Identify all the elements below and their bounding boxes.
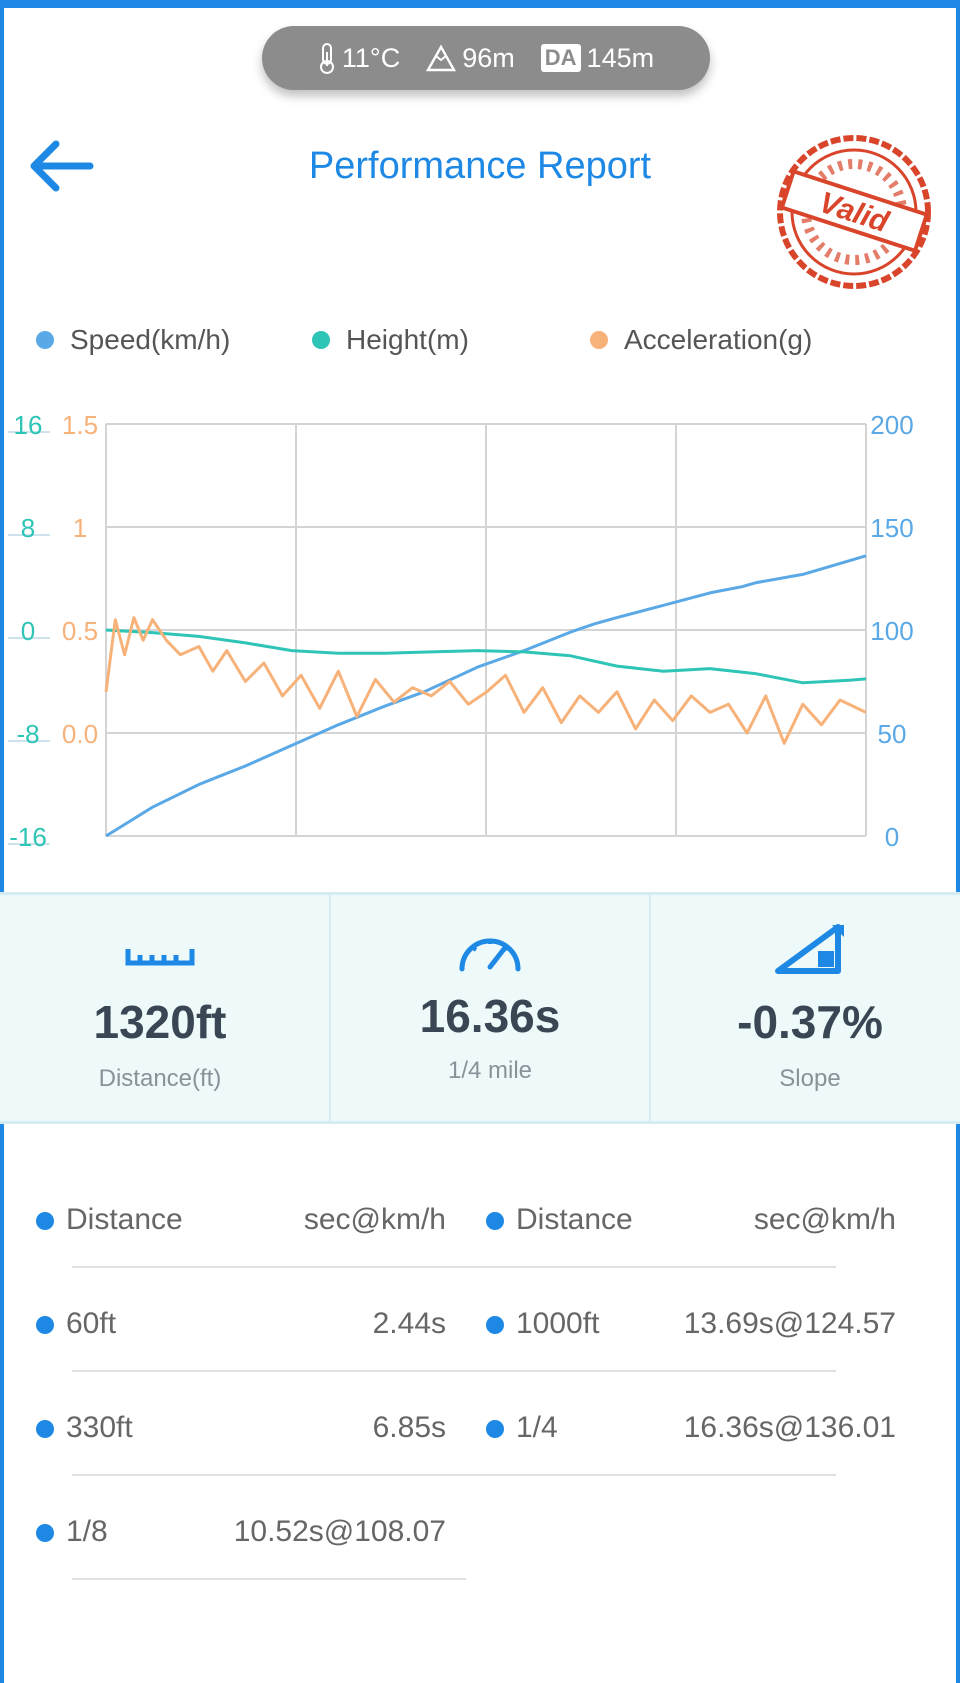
bullet-dot (36, 1524, 54, 1542)
stat-value: 1320ft (93, 996, 227, 1048)
height-tick-label: 0 (21, 616, 35, 646)
chart-axes: 16 8 0 -8 -16 1.5 1 0.5 0.0 200 150 100 50 0 (9, 410, 913, 850)
splits-header-row: Distance sec@km/h Distance sec@km/h (0, 1170, 960, 1274)
bullet-dot (486, 1420, 504, 1438)
splits-header-right: Distance sec@km/h (486, 1170, 896, 1274)
legend-label: Speed(km/h) (70, 324, 231, 355)
legend-item-acceleration: Acceleration(g) (590, 318, 812, 362)
right-edge (956, 0, 960, 1683)
stat-label: Slope (779, 1065, 841, 1092)
mountain-icon (426, 44, 457, 72)
table-row: 330ft 6.85s 1/4 16.36s@136.01 (0, 1378, 960, 1482)
header-value: sec@km/h (303, 1203, 446, 1236)
table-row: 60ft 2.44s 1000ft 13.69s@124.57 (0, 1274, 960, 1378)
split-cell-right: 1000ft 13.69s@124.57 (486, 1274, 896, 1378)
speed-tick-label: 100 (870, 616, 913, 646)
density-altitude-value: 145m (586, 42, 655, 73)
split-value: 10.52s@108.07 (233, 1515, 446, 1548)
chart-legend: Speed(km/h) Height(m) Acceleration(g) (0, 318, 960, 362)
stat-slope: -0.37% Slope (650, 895, 960, 1121)
split-distance: 330ft (66, 1411, 133, 1444)
split-value: 16.36s@136.01 (683, 1411, 896, 1444)
stat-label: 1/4 mile (447, 1057, 533, 1084)
split-distance: 1/8 (66, 1515, 108, 1548)
legend-label: Height(m) (346, 324, 469, 355)
table-row: 1/8 10.52s@108.07 (0, 1482, 960, 1586)
thermometer-icon (319, 43, 334, 74)
split-cell-right: 1/4 16.36s@136.01 (486, 1378, 896, 1482)
top-accent-bar (0, 0, 960, 8)
header-distance: Distance (66, 1203, 183, 1236)
altitude-item: 96m (426, 43, 515, 74)
height-tick-label: -16 (9, 822, 47, 850)
slope-icon (775, 924, 844, 974)
height-tick-label: -8 (16, 719, 39, 749)
split-distance: 60ft (66, 1307, 117, 1340)
chart-grid (8, 423, 867, 845)
speed-tick-label: 0 (885, 822, 899, 850)
legend-item-height: Height(m) (312, 318, 469, 362)
split-cell-left: 60ft 2.44s (36, 1274, 446, 1378)
stat-distance: 1320ft Distance(ft) (0, 895, 320, 1121)
split-distance: 1/4 (516, 1411, 558, 1444)
split-value: 13.69s@124.57 (683, 1307, 896, 1340)
weather-pill: 11°C 96m DA 145m (262, 26, 710, 90)
ruler-icon (125, 949, 195, 966)
stat-value: -0.37% (737, 996, 883, 1048)
legend-label: Acceleration(g) (624, 324, 813, 355)
stats-panel: 1320ft Distance(ft) 16.36s 1/4 mile -0.3… (0, 892, 960, 1124)
header-distance: Distance (516, 1203, 633, 1236)
speed-tick-label: 200 (870, 410, 913, 440)
temperature-item: 11°C (318, 42, 400, 74)
chart-series (104, 554, 867, 838)
stat-quarter-mile: 16.36s 1/4 mile (330, 895, 650, 1121)
valid-stamp: Valid (777, 135, 931, 289)
legend-dot (312, 331, 330, 349)
acceleration-tick-label: 1 (73, 513, 87, 543)
temperature-value: 11°C (341, 42, 401, 73)
stat-label: Distance(ft) (98, 1065, 222, 1092)
legend-dot (36, 331, 54, 349)
split-cell-left: 1/8 10.52s@108.07 (36, 1482, 446, 1586)
height-tick-label: 8 (21, 513, 35, 543)
row-divider (72, 1578, 466, 1580)
performance-chart: 16 8 0 -8 -16 1.5 1 0.5 0.0 200 150 100 50 0 (8, 410, 914, 850)
row-divider (72, 1266, 836, 1268)
bullet-dot (36, 1316, 54, 1334)
speed-tick-label: 50 (878, 719, 907, 749)
legend-dot (590, 331, 608, 349)
splits-header-left: Distance sec@km/h (36, 1170, 446, 1274)
split-distance: 1000ft (516, 1307, 600, 1340)
speed-line (105, 554, 867, 838)
altitude-value: 96m (462, 42, 515, 73)
stat-divider (649, 895, 651, 1121)
arrow-left-icon (30, 140, 94, 192)
page-title: Performance Report (308, 145, 652, 187)
back-button[interactable] (26, 138, 96, 194)
stat-value: 16.36s (419, 990, 561, 1042)
acceleration-tick-label: 1.5 (62, 410, 98, 440)
stat-divider (329, 895, 331, 1121)
speed-tick-label: 150 (870, 513, 913, 543)
row-divider (72, 1370, 836, 1372)
speedometer-icon (459, 938, 521, 972)
height-tick-label: 16 (14, 410, 43, 440)
split-cell-left: 330ft 6.85s (36, 1378, 446, 1482)
bullet-dot (486, 1212, 504, 1230)
row-divider (72, 1474, 836, 1476)
left-edge (0, 0, 4, 1683)
density-altitude-badge: DA (540, 44, 581, 72)
split-value: 6.85s (372, 1411, 446, 1444)
legend-item-speed: Speed(km/h) (36, 318, 230, 362)
bullet-dot (36, 1420, 54, 1438)
split-value: 2.44s (372, 1307, 446, 1340)
acceleration-tick-label: 0.0 (62, 719, 98, 749)
density-altitude-item: DA 145m (540, 42, 655, 74)
acceleration-line (104, 616, 867, 745)
acceleration-tick-label: 0.5 (62, 616, 98, 646)
bullet-dot (486, 1316, 504, 1334)
height-line (105, 628, 867, 685)
bullet-dot (36, 1212, 54, 1230)
header-value: sec@km/h (753, 1203, 896, 1236)
